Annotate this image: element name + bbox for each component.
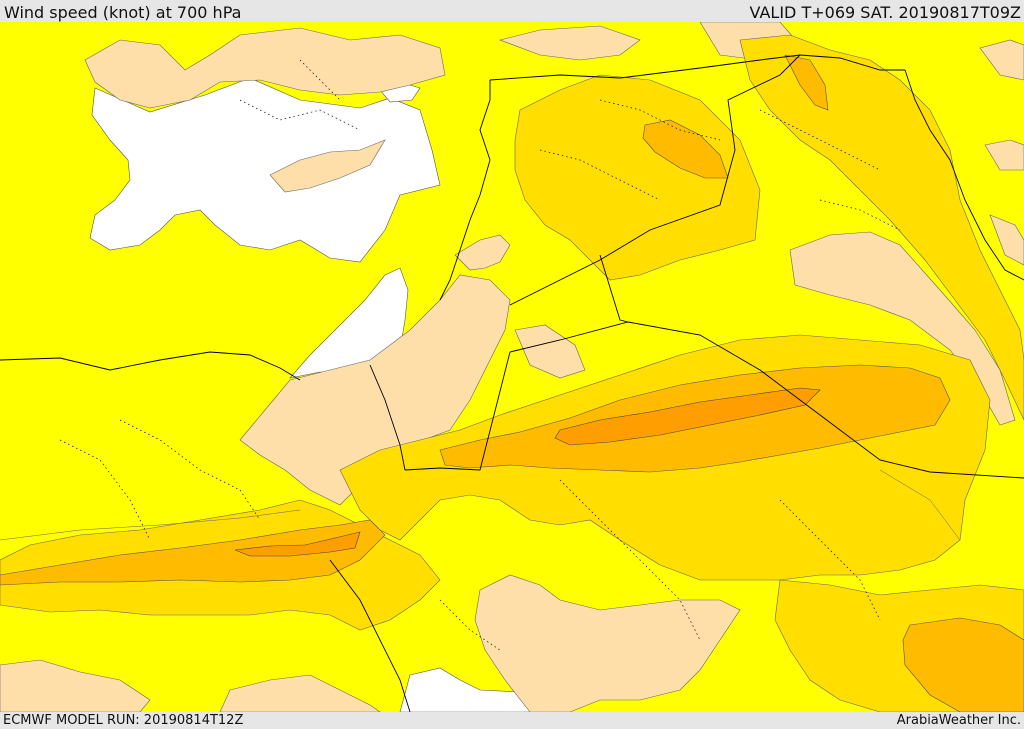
coastline-levant	[439, 80, 491, 301]
light-wind-areas	[0, 22, 1024, 712]
border-israel	[404, 351, 511, 471]
strong-area-north-ne	[784, 54, 829, 111]
coastline-iran	[904, 69, 1024, 281]
light-area-north-top	[498, 25, 641, 61]
coastline-egypt-north	[0, 351, 301, 381]
border-sinai	[369, 364, 406, 471]
strong-area-west	[0, 519, 386, 586]
model-run: ECMWF MODEL RUN: 20190814T12Z	[3, 713, 244, 728]
light-area-cyprus	[269, 139, 386, 193]
calm-area-gulf	[399, 667, 531, 712]
border-egypt-sudan-like	[329, 559, 411, 712]
light-area-anatolia	[84, 27, 446, 109]
isotach-lines	[0, 469, 961, 541]
border-syria-north	[489, 54, 905, 81]
header-bar: Wind speed (knot) at 700 hPa VALID T+069…	[0, 0, 1024, 22]
strongest-area-west	[234, 531, 361, 557]
strong-area-syria	[642, 119, 729, 179]
footer-bar: ECMWF MODEL RUN: 20190814T12Z ArabiaWeat…	[0, 712, 1024, 729]
light-area-iran-edge	[984, 139, 1024, 171]
light-area-iran-2	[989, 214, 1024, 266]
province-borders	[59, 59, 901, 651]
calm-areas	[89, 77, 531, 712]
calm-area-mediterranean	[89, 77, 441, 263]
map-title: Wind speed (knot) at 700 hPa	[4, 3, 242, 22]
strongest-wind-areas	[234, 387, 821, 557]
valid-time: VALID T+069 SAT. 20190817T09Z	[749, 3, 1021, 22]
border-jordan-saudi	[599, 254, 629, 323]
light-area-bottom-mid	[219, 674, 381, 712]
light-area-saudi	[474, 574, 741, 712]
light-area-iraq	[789, 231, 1016, 426]
wind-speed-map[interactable]	[0, 22, 1024, 712]
moderate-area-northeast	[739, 34, 1024, 421]
credit: ArabiaWeather Inc.	[896, 713, 1021, 728]
light-area-jordan	[514, 324, 586, 379]
moderate-area-north-syria	[514, 74, 761, 281]
border-iraq-saudi	[509, 321, 1024, 479]
strong-area-southeast	[902, 617, 1024, 712]
map-canvas	[0, 22, 1024, 712]
light-area-levant	[454, 234, 511, 271]
strongest-area-central	[554, 387, 821, 446]
country-borders	[0, 54, 1024, 712]
light-area-ne-corner	[979, 39, 1024, 81]
light-area-sinai	[239, 274, 511, 506]
light-area-west-bottom	[0, 659, 151, 712]
border-jordan-iraq	[509, 54, 801, 306]
